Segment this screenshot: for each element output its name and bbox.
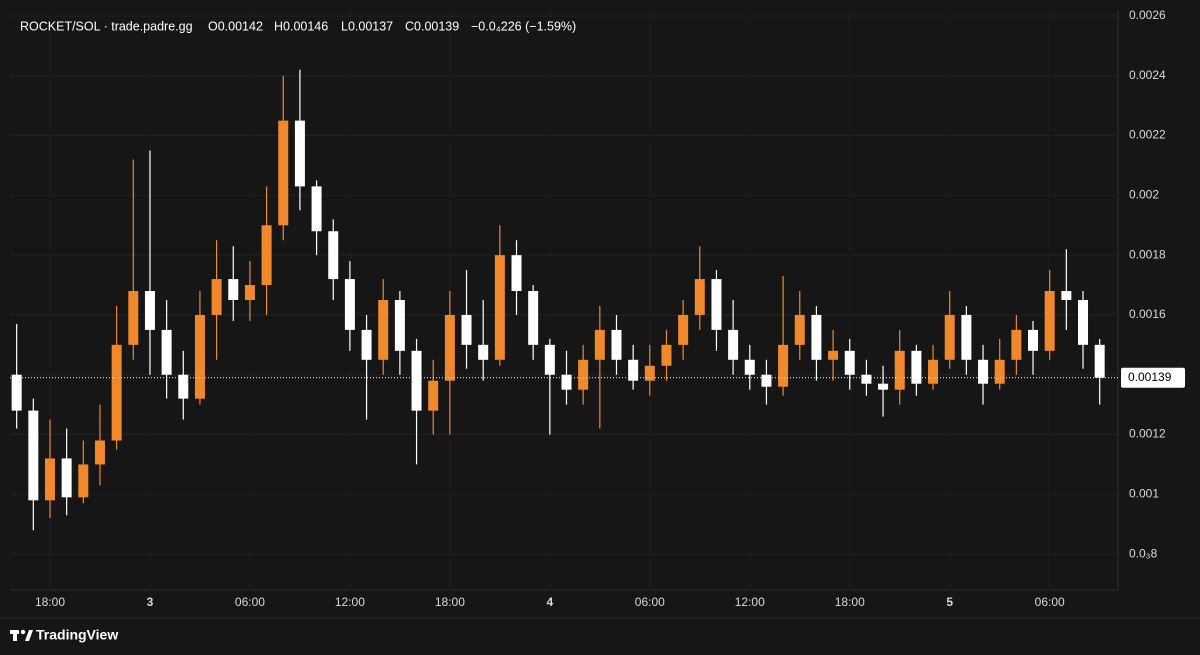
candle-body bbox=[978, 359, 989, 384]
candle-body bbox=[11, 374, 22, 411]
candle-body bbox=[1011, 329, 1022, 360]
y-tick-label: 0.0026 bbox=[1129, 8, 1166, 22]
candle-body bbox=[778, 344, 789, 387]
candle-body bbox=[628, 359, 639, 381]
y-tick-label: 0.0012 bbox=[1129, 427, 1166, 441]
candle-body bbox=[428, 380, 439, 411]
candle-body bbox=[594, 329, 605, 360]
x-tick-label: 18:00 bbox=[835, 595, 865, 609]
candle-body bbox=[728, 329, 739, 360]
candle-body bbox=[478, 344, 489, 360]
candle-body bbox=[828, 350, 839, 360]
x-tick-label: 18:00 bbox=[35, 595, 65, 609]
candle-body bbox=[694, 279, 705, 315]
y-tick-label: 0.0018 bbox=[1129, 247, 1166, 261]
candle-body bbox=[311, 186, 322, 232]
y-tick-label: 0.0₃8 bbox=[1129, 546, 1158, 560]
candle-body bbox=[944, 314, 955, 360]
candle-body bbox=[411, 350, 422, 411]
candle-body bbox=[161, 329, 172, 375]
candle-body bbox=[44, 458, 55, 501]
candle-body bbox=[761, 374, 772, 387]
candle-body bbox=[328, 231, 339, 280]
x-tick-label: 12:00 bbox=[335, 595, 365, 609]
candle-body bbox=[194, 314, 205, 399]
candle-body bbox=[1078, 300, 1089, 345]
candle-body bbox=[94, 440, 105, 465]
candle-body bbox=[511, 255, 522, 292]
x-tick-label: 5 bbox=[946, 595, 953, 609]
candle-body bbox=[394, 300, 405, 351]
candle-body bbox=[494, 255, 505, 360]
plot-area bbox=[10, 10, 1118, 590]
candle-body bbox=[28, 410, 39, 501]
candle-body bbox=[244, 285, 255, 300]
last-price-label: 0.00139 bbox=[1128, 370, 1172, 384]
last-price-box bbox=[1121, 367, 1185, 388]
legend-low: L0.00137 bbox=[341, 19, 393, 33]
symbol: ROCKET/SOL · trade.padre.gg bbox=[20, 19, 193, 33]
candle-body bbox=[294, 120, 305, 187]
candle-body bbox=[994, 359, 1005, 384]
x-tick-label: 06:00 bbox=[235, 595, 265, 609]
candle-body bbox=[344, 279, 355, 330]
candle-body bbox=[561, 374, 572, 390]
candle-body bbox=[544, 344, 555, 375]
candle-body bbox=[844, 350, 855, 375]
candle-body bbox=[528, 291, 539, 345]
candle-body bbox=[278, 120, 289, 226]
brand-logo bbox=[10, 629, 33, 641]
x-tick-label: 3 bbox=[147, 595, 154, 609]
legend-change: −0.0₄226 (−1.59%) bbox=[471, 19, 576, 33]
candle-body bbox=[644, 365, 655, 381]
candle-body bbox=[378, 300, 389, 360]
y-tick-label: 0.0024 bbox=[1129, 68, 1166, 82]
legend-high: H0.00146 bbox=[274, 19, 328, 33]
candle-body bbox=[444, 314, 455, 381]
y-tick-label: 0.0022 bbox=[1129, 128, 1166, 142]
brand-name[interactable]: TradingView bbox=[36, 627, 118, 643]
candle-body bbox=[611, 329, 622, 360]
candle-body bbox=[461, 314, 472, 345]
candle-body bbox=[661, 344, 672, 366]
candle-body bbox=[744, 359, 755, 375]
candle-body bbox=[794, 314, 805, 345]
candle-body bbox=[1044, 291, 1055, 351]
candle-body bbox=[211, 279, 222, 315]
candle-body bbox=[78, 464, 89, 498]
candle-body bbox=[861, 374, 872, 384]
candle-body bbox=[961, 314, 972, 360]
candle-body bbox=[228, 279, 239, 300]
y-tick-label: 0.0016 bbox=[1129, 307, 1166, 321]
candle-body bbox=[261, 225, 272, 286]
candle-body bbox=[1028, 329, 1039, 351]
legend-close: C0.00139 bbox=[405, 19, 459, 33]
candle-body bbox=[361, 329, 372, 360]
y-tick-label: 0.002 bbox=[1129, 188, 1159, 202]
candle-body bbox=[711, 279, 722, 330]
candle-body bbox=[578, 359, 589, 390]
candle-body bbox=[678, 314, 689, 345]
candle-body bbox=[144, 291, 155, 330]
candle-body bbox=[911, 350, 922, 384]
x-tick-label: 06:00 bbox=[1035, 595, 1065, 609]
candle-body bbox=[61, 458, 72, 498]
x-tick-label: 18:00 bbox=[435, 595, 465, 609]
x-tick-label: 4 bbox=[546, 595, 553, 609]
candle-body bbox=[878, 383, 889, 390]
candle-body bbox=[128, 291, 139, 345]
candle-body bbox=[178, 374, 189, 399]
x-tick-label: 06:00 bbox=[635, 595, 665, 609]
candle-body bbox=[928, 359, 939, 384]
legend-open: O0.00142 bbox=[208, 19, 263, 33]
candle-body bbox=[1094, 344, 1105, 378]
y-tick-label: 0.001 bbox=[1129, 487, 1159, 501]
candle-body bbox=[1061, 291, 1072, 300]
x-tick-label: 12:00 bbox=[735, 595, 765, 609]
candle-body bbox=[811, 314, 822, 360]
candle-body bbox=[111, 344, 122, 441]
candle-body bbox=[894, 350, 905, 390]
